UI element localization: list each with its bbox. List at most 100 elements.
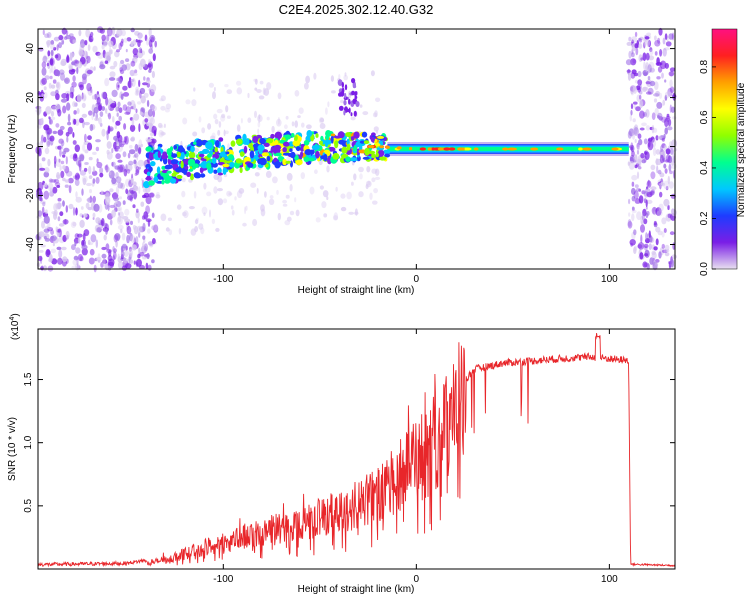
noise-dot xyxy=(669,148,674,155)
noise-dot xyxy=(629,239,636,246)
noise-dot xyxy=(91,95,95,100)
signal-blob xyxy=(161,154,168,160)
noise-dot xyxy=(44,225,50,230)
noise-dot xyxy=(64,77,70,84)
noise-dot xyxy=(664,168,668,174)
noise-dot xyxy=(68,203,74,210)
noise-dot xyxy=(627,72,632,81)
noise-dot xyxy=(672,152,675,162)
noise-dot xyxy=(133,190,138,200)
noise-dot xyxy=(136,225,142,234)
snr-x-label: Height of straight line (km) xyxy=(298,584,415,595)
haze-dot xyxy=(298,107,304,114)
noise-dot xyxy=(652,147,657,157)
noise-dot xyxy=(655,158,659,166)
haze-dot xyxy=(340,206,347,212)
haze-dot xyxy=(163,123,166,128)
noise-dot xyxy=(43,54,47,62)
noise-dot xyxy=(130,178,134,185)
noise-dot xyxy=(121,232,126,241)
noise-dot xyxy=(650,171,656,180)
noise-dot xyxy=(654,35,657,41)
noise-dot xyxy=(60,98,68,103)
noise-dot xyxy=(62,165,66,170)
noise-dot xyxy=(41,157,46,162)
noise-dot xyxy=(128,178,132,184)
noise-dot xyxy=(638,195,644,204)
noise-dot xyxy=(143,76,146,81)
haze-dot xyxy=(373,126,379,132)
noise-dot xyxy=(658,27,663,36)
haze-dot xyxy=(306,124,312,129)
noise-dot xyxy=(141,50,145,56)
signal-blob xyxy=(230,140,236,147)
haze-dot xyxy=(157,122,163,128)
noise-dot xyxy=(53,47,57,51)
noise-dot xyxy=(49,68,52,74)
noise-dot xyxy=(112,116,115,123)
signal-blob xyxy=(345,156,351,162)
signal-blob xyxy=(222,167,227,175)
haze-dot xyxy=(181,177,186,183)
haze-dot xyxy=(160,105,166,111)
noise-dot xyxy=(130,60,136,67)
noise-dot xyxy=(127,189,133,198)
noise-dot xyxy=(630,58,637,66)
noise-dot xyxy=(50,248,57,254)
haze-dot xyxy=(217,198,224,206)
noise-dot xyxy=(645,52,650,61)
noise-dot xyxy=(60,60,67,67)
noise-dot xyxy=(117,101,121,108)
signal-blob xyxy=(143,181,150,189)
noise-dot xyxy=(663,228,667,233)
haze-dot xyxy=(238,188,245,194)
noise-dot xyxy=(139,111,143,116)
noise-dot xyxy=(95,139,101,143)
noise-dot xyxy=(99,172,104,178)
noise-dot xyxy=(140,58,146,68)
spectrogram-panel: -100 0 100 -40 -20 0 20 40 Height of straight … xyxy=(7,26,678,296)
haze-dot xyxy=(216,108,223,114)
noise-dot xyxy=(133,103,137,111)
noise-dot xyxy=(659,154,664,164)
haze-dot xyxy=(340,99,344,104)
noise-dot xyxy=(50,229,54,235)
noise-dot xyxy=(657,230,663,236)
noise-dot xyxy=(648,243,652,251)
noise-dot xyxy=(38,47,44,52)
noise-dot xyxy=(630,103,634,110)
noise-dot xyxy=(74,174,78,181)
noise-dot xyxy=(39,167,46,171)
signal-peak xyxy=(409,147,413,151)
noise-dot xyxy=(135,258,142,267)
burst-blob xyxy=(341,81,344,88)
noise-dot xyxy=(662,37,666,45)
noise-dot xyxy=(627,221,633,229)
noise-dot xyxy=(152,53,156,62)
spectrogram-frame xyxy=(37,28,676,270)
noise-dot xyxy=(70,52,75,59)
signal-blob xyxy=(146,171,151,177)
noise-dot xyxy=(120,228,123,234)
noise-dot xyxy=(124,218,131,223)
noise-dot xyxy=(58,223,65,227)
noise-dot xyxy=(665,148,671,155)
haze-dot xyxy=(156,191,160,197)
noise-dot xyxy=(128,160,134,166)
noise-dot xyxy=(51,258,58,265)
noise-dot xyxy=(115,186,120,195)
noise-dot xyxy=(114,200,118,205)
noise-dot xyxy=(59,144,64,150)
haze-dot xyxy=(215,227,220,232)
noise-dot xyxy=(68,177,74,184)
noise-dot xyxy=(130,41,134,47)
signal-peak xyxy=(396,146,402,150)
noise-dot xyxy=(115,239,118,248)
noise-dot xyxy=(99,167,104,174)
noise-dot xyxy=(133,56,138,64)
noise-dot xyxy=(657,37,661,44)
noise-dot xyxy=(90,234,97,243)
noise-dot xyxy=(56,70,61,77)
noise-dot xyxy=(59,165,62,171)
noise-dot xyxy=(635,106,641,112)
